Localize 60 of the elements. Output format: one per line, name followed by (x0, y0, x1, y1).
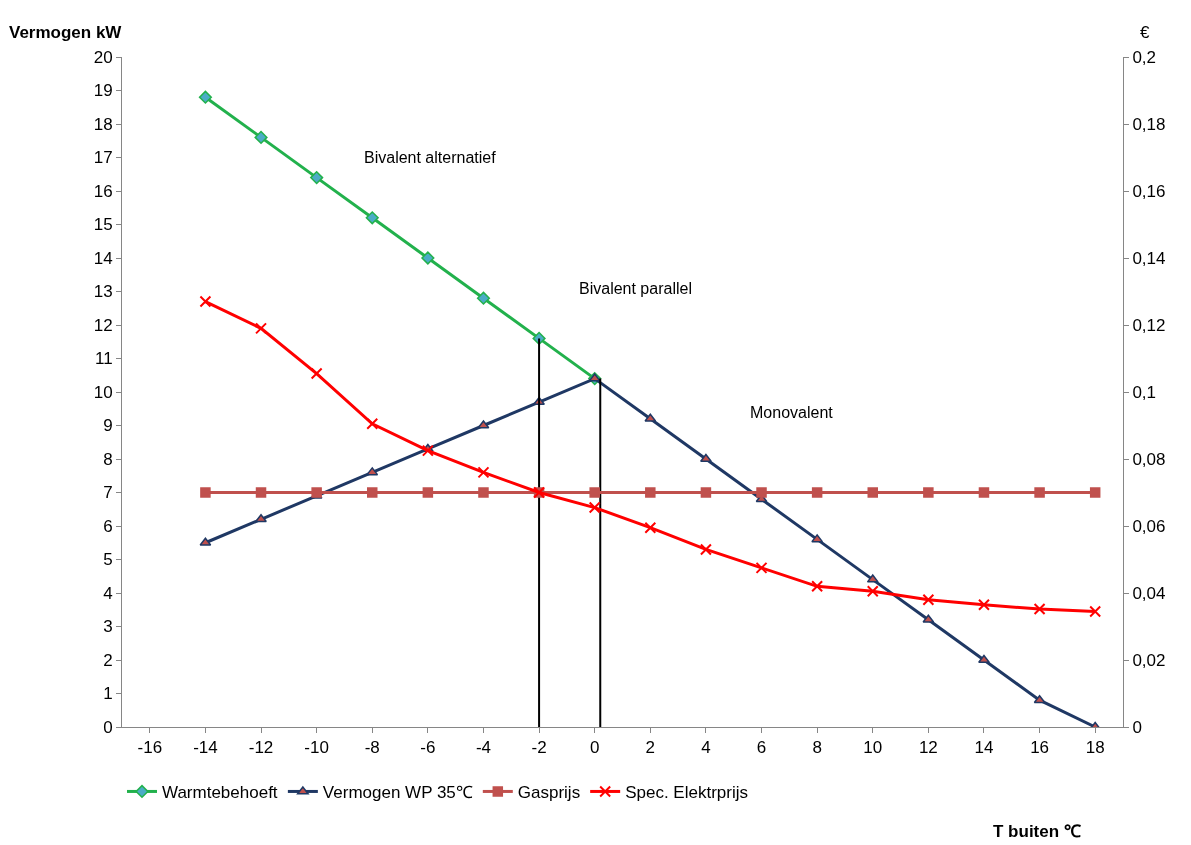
y-tick-label: 9 (103, 416, 113, 436)
y-tick-label: 14 (93, 248, 113, 268)
x-tick-label: 8 (812, 738, 822, 758)
x-tick-label: -8 (364, 738, 380, 758)
y-tick-label: 3 (103, 617, 113, 637)
x-tick-label: 4 (701, 738, 711, 758)
y-tick-label: 0 (103, 717, 113, 737)
x-tick-label: -4 (475, 738, 492, 758)
x-tick-label: 6 (756, 738, 767, 758)
annotation: Monovalent (750, 404, 834, 421)
y-tick-label: 20 (93, 47, 113, 67)
y-tick-label: 7 (103, 483, 113, 503)
y-tick-label: 15 (93, 215, 113, 235)
y2-tick-label: 0,14 (1132, 248, 1166, 268)
legend-label: Vermogen WP 35℃ (322, 783, 473, 803)
y-tick-label: 19 (93, 81, 113, 101)
x-tick-label: -12 (248, 738, 274, 758)
x-tick-label: -10 (304, 738, 329, 758)
y-tick-label: 10 (93, 382, 113, 402)
x-tick-label: 2 (645, 738, 656, 758)
x-tick-label: 0 (589, 738, 600, 758)
y-tick-label: 8 (103, 449, 113, 469)
y-tick-label: 18 (93, 114, 113, 134)
y-tick-label: 12 (93, 315, 113, 335)
y-tick-label: 4 (103, 583, 113, 603)
x-tick-label: 10 (863, 738, 883, 758)
legend-label: Gasprijs (517, 783, 581, 803)
y2-tick-label: 0 (1132, 717, 1142, 737)
y2-tick-label: 0,04 (1132, 583, 1166, 603)
y-tick-label: 2 (103, 650, 113, 670)
y2-tick-label: 0,16 (1132, 181, 1166, 201)
y2-tick-label: 0,08 (1132, 449, 1166, 469)
y-tick-label: 1 (103, 684, 113, 704)
y-tick-label: 13 (93, 282, 113, 302)
y-tick-label: 17 (93, 148, 113, 168)
annotation: Bivalent parallel (579, 280, 692, 297)
y-tick-label: 5 (103, 550, 113, 570)
y-axis-title: Vermogen kW (9, 23, 123, 42)
x-tick-label: -6 (420, 738, 436, 758)
y2-tick-label: 0,02 (1132, 650, 1166, 670)
x-tick-label: 14 (974, 738, 994, 758)
y2-tick-label: 0,06 (1132, 516, 1166, 536)
y2-tick-label: 0,12 (1132, 315, 1166, 335)
y2-tick-label: 0,2 (1132, 47, 1157, 67)
x-tick-label: -2 (531, 738, 547, 758)
x-tick-label: 18 (1085, 738, 1105, 758)
y2-tick-label: 0,18 (1132, 114, 1166, 134)
annotation: Bivalent alternatief (364, 149, 497, 166)
x-tick-label: 12 (918, 738, 938, 758)
x-axis-title: T buiten ℃ (993, 822, 1081, 841)
y2-tick-label: 0,1 (1132, 382, 1157, 402)
y2-axis-title: € (1140, 23, 1150, 42)
y-tick-label: 16 (93, 181, 113, 201)
y-tick-label: 11 (94, 349, 113, 369)
legend-label: Spec. Elektrprijs (625, 783, 748, 803)
legend-label: Warmtebehoeft (162, 783, 278, 803)
x-tick-label: -16 (137, 738, 163, 758)
y-tick-label: 6 (103, 516, 113, 536)
x-tick-label: -14 (193, 738, 218, 758)
x-tick-label: 16 (1030, 738, 1050, 758)
